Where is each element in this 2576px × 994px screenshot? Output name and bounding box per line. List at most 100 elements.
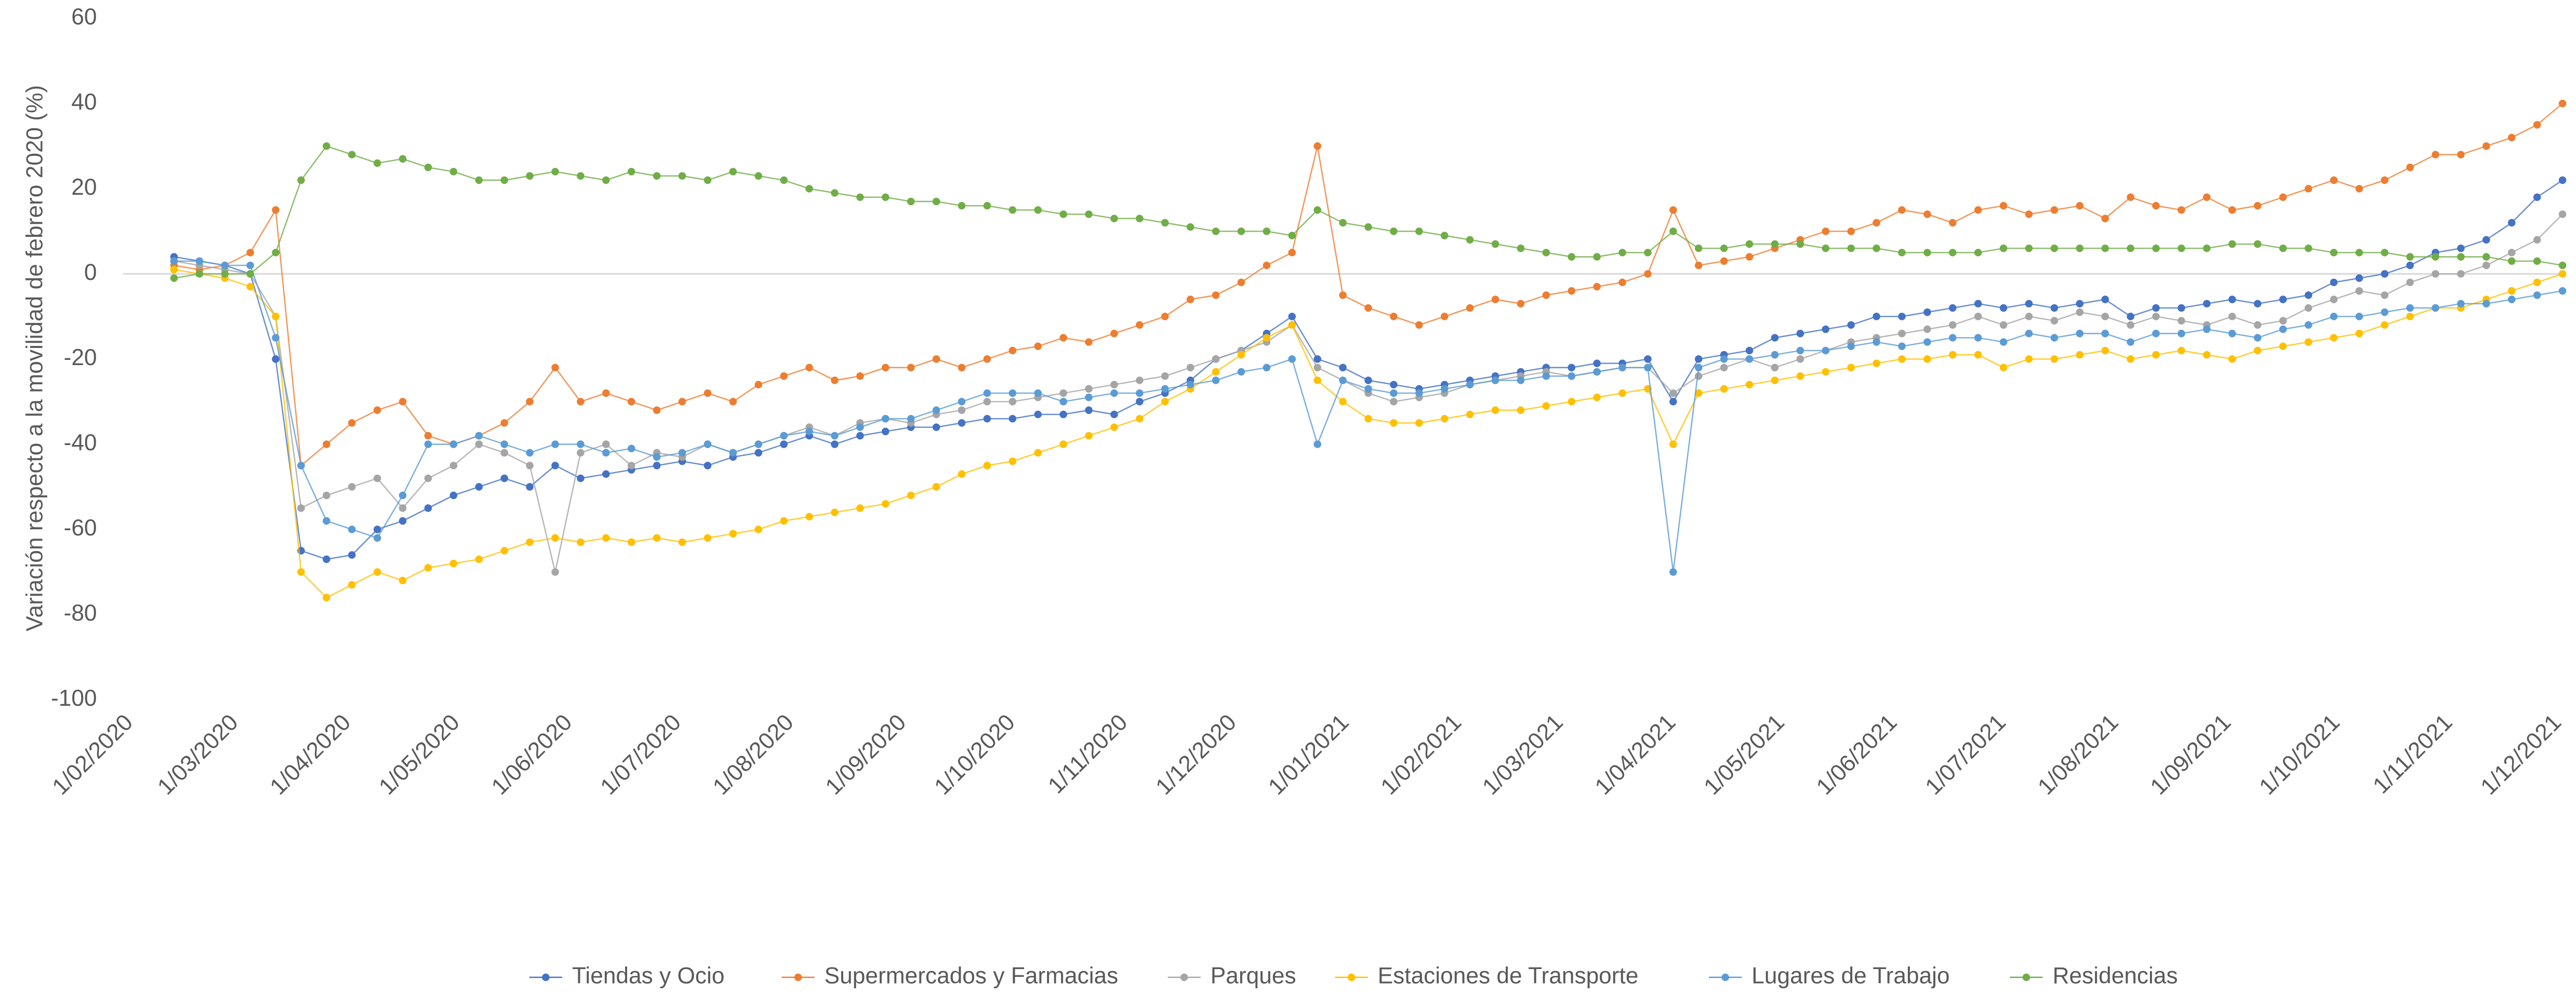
data-point (805, 364, 813, 372)
data-point (500, 474, 508, 482)
data-point (1796, 372, 1804, 380)
series-line (174, 268, 2563, 599)
data-point (983, 398, 991, 406)
data-point (1085, 393, 1093, 401)
data-point (1669, 440, 1677, 448)
data-point (602, 389, 610, 397)
series-line (174, 103, 2563, 467)
data-point (1694, 364, 1703, 372)
data-point (1669, 206, 1677, 214)
data-point (1110, 410, 1118, 419)
data-point (1212, 377, 1220, 384)
data-point (1491, 240, 1499, 248)
data-point (272, 249, 280, 257)
data-point (2050, 334, 2059, 342)
data-point (1212, 355, 1220, 363)
data-point (2406, 253, 2414, 261)
data-point (1313, 142, 1321, 150)
data-point (2558, 100, 2567, 108)
data-point (1593, 359, 1601, 367)
data-point (1822, 346, 1830, 355)
data-point (424, 440, 432, 448)
data-point (1568, 398, 1576, 406)
data-point (2152, 313, 2160, 320)
data-point (1847, 364, 1855, 372)
data-point (475, 432, 483, 440)
data-point (1720, 257, 1728, 265)
data-point (2127, 321, 2134, 329)
data-point (2152, 244, 2160, 252)
data-point (1694, 261, 1703, 270)
data-point (2558, 261, 2567, 270)
data-point (729, 449, 737, 457)
series (170, 257, 2567, 576)
x-tick-label: 1/05/2020 (374, 709, 464, 800)
data-point (246, 261, 254, 270)
data-point (2457, 244, 2465, 252)
data-point (2507, 133, 2516, 142)
data-point (500, 419, 508, 427)
data-point (1923, 308, 1931, 316)
data-point (1059, 334, 1067, 342)
data-point (1898, 249, 1906, 257)
data-point (2152, 202, 2160, 210)
data-point (2482, 300, 2490, 308)
data-point (856, 504, 864, 512)
data-point (729, 398, 737, 406)
data-point (2253, 321, 2262, 329)
data-point (2457, 270, 2465, 278)
data-point (703, 462, 712, 469)
x-tick-label: 1/09/2021 (2145, 709, 2236, 800)
data-point (1212, 291, 1220, 299)
data-point (1517, 300, 1525, 308)
data-point (1390, 227, 1398, 235)
data-point (2304, 321, 2313, 329)
data-point (1847, 342, 1855, 351)
data-point (2304, 304, 2313, 312)
data-point (1923, 210, 1931, 218)
data-point (1136, 214, 1144, 223)
data-point (1491, 377, 1499, 384)
data-point (323, 594, 330, 601)
data-point (2533, 193, 2541, 202)
data-point (1440, 232, 1449, 239)
data-point (1085, 385, 1093, 393)
data-point (1822, 244, 1830, 252)
data-point (1161, 372, 1169, 380)
series (170, 176, 2567, 563)
data-point (754, 172, 763, 180)
data-point (526, 172, 534, 180)
x-tick-label: 1/07/2021 (1920, 709, 2011, 800)
data-point (678, 398, 686, 406)
data-point (2101, 313, 2109, 320)
data-point (1085, 338, 1093, 346)
data-point (1694, 372, 1703, 380)
data-point (2406, 313, 2414, 320)
legend-marker (1180, 973, 1188, 982)
legend-marker (2022, 973, 2030, 982)
data-point (1186, 223, 1194, 231)
data-point (1034, 410, 1042, 419)
data-point (932, 483, 940, 491)
data-point (678, 172, 686, 180)
data-point (627, 398, 635, 406)
data-point (1059, 389, 1067, 397)
data-point (831, 377, 839, 384)
data-point (1822, 325, 1830, 333)
data-point (882, 364, 889, 372)
legend-label: Residencias (2053, 963, 2178, 989)
y-tick-label: 60 (71, 4, 97, 30)
data-point (958, 419, 966, 427)
data-point (2507, 295, 2516, 303)
data-point (729, 530, 737, 538)
data-point (1618, 389, 1626, 397)
legend-label: Parques (1211, 963, 1296, 989)
data-point (1440, 414, 1449, 423)
data-point (1694, 389, 1703, 397)
data-point (1136, 414, 1144, 423)
data-point (475, 483, 483, 491)
x-tick-label: 1/10/2020 (930, 709, 1020, 800)
data-point (1288, 232, 1296, 239)
x-tick-label: 1/04/2021 (1590, 709, 1681, 800)
data-point (1517, 406, 1525, 414)
